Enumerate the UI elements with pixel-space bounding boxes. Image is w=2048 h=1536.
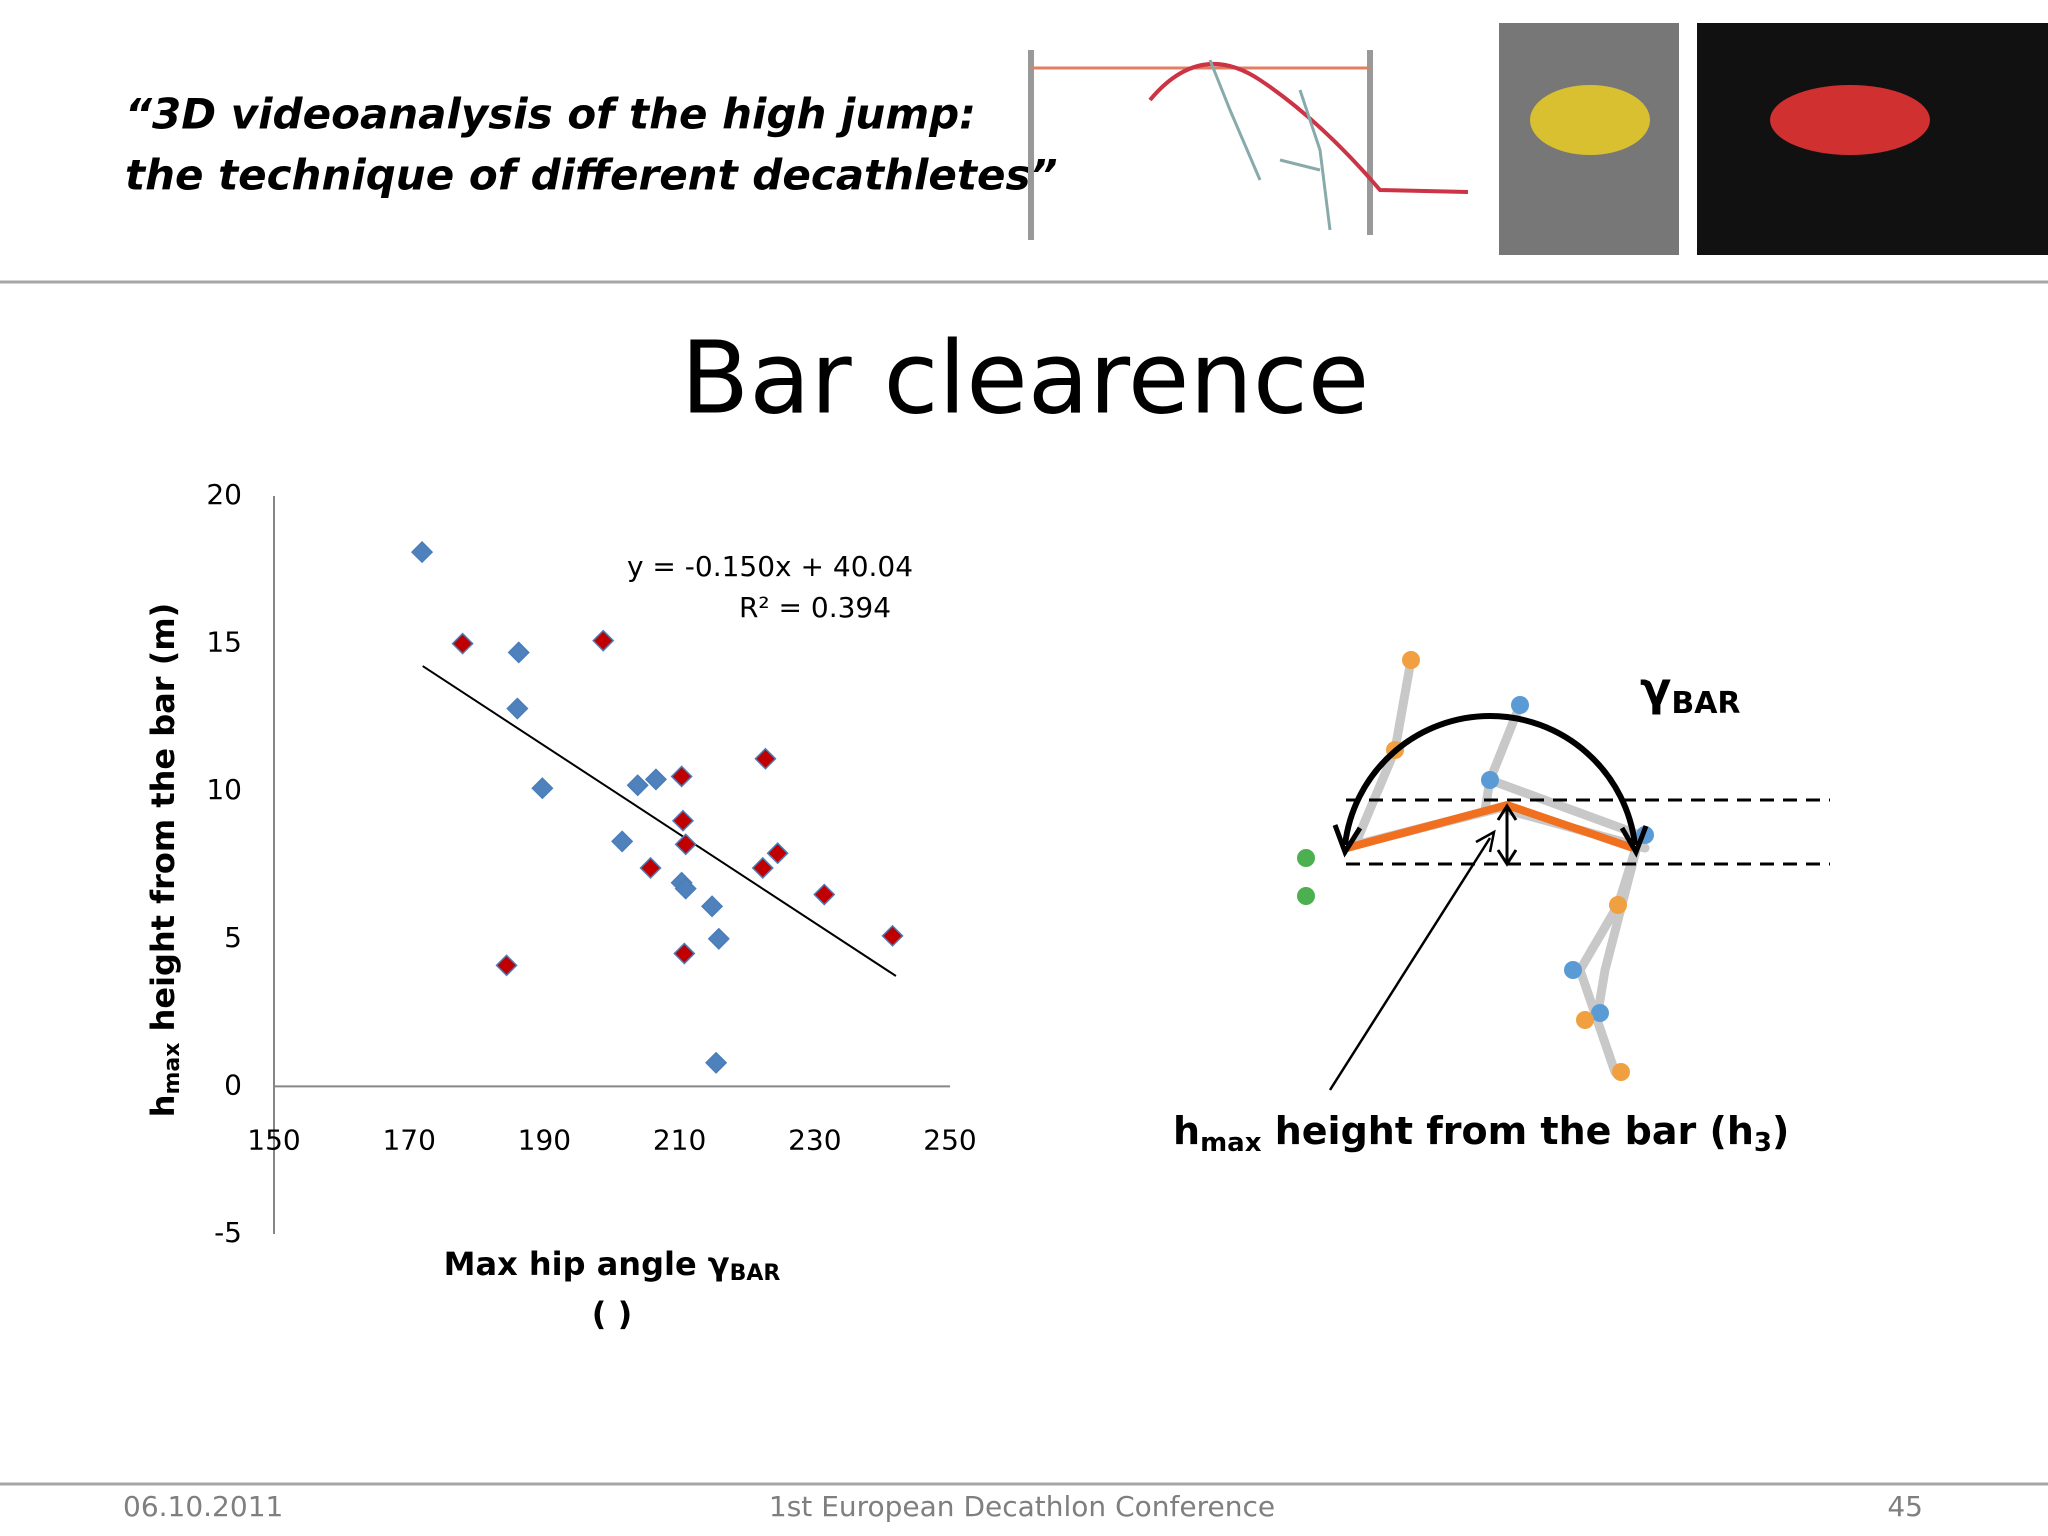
point <box>639 856 662 880</box>
x-tick-label: 250 <box>923 1123 976 1156</box>
point <box>495 954 518 977</box>
point <box>506 697 529 720</box>
height-arrow <box>1496 803 1518 867</box>
x-tick-label: 170 <box>382 1123 435 1156</box>
point <box>673 942 696 965</box>
height-label-sub2: 3 <box>1754 1128 1772 1158</box>
angle-label-sub: BAR <box>1671 686 1740 721</box>
footer-page: 45 <box>1887 1490 1923 1523</box>
header-sketch <box>1028 50 1469 240</box>
point <box>751 856 774 880</box>
point <box>451 632 474 655</box>
equation: y = -0.150x + 40.04 <box>627 550 913 583</box>
point <box>644 768 668 791</box>
y-axis-label-main: h <box>144 1095 182 1118</box>
x-axis-label: Max hip angle γBAR <box>444 1245 781 1286</box>
point <box>592 629 615 652</box>
height-label-end: ) <box>1772 1109 1789 1153</box>
height-label: hmax height from the bar (h3) <box>1173 1109 1789 1158</box>
joints <box>1297 651 1654 1081</box>
y-axis-label-rest: height from the bar (m) <box>144 603 182 1043</box>
hip-angle-lines <box>1345 800 1635 852</box>
r-squared: R² = 0.394 <box>739 591 891 624</box>
x-tick-label: 150 <box>247 1123 300 1156</box>
x-axis-label-main: Max hip angle γ <box>444 1245 730 1283</box>
y-tick-label: 10 <box>206 773 242 806</box>
x-tick-label: 230 <box>788 1123 841 1156</box>
point <box>707 927 730 950</box>
point <box>410 541 434 564</box>
point <box>626 774 649 797</box>
point <box>671 809 695 832</box>
angle-label-main: γ <box>1640 662 1671 716</box>
y-axis-label-sub: max <box>160 1043 185 1095</box>
height-label-rest: height from the bar (h <box>1261 1109 1753 1153</box>
arc-arrowheads <box>1332 824 1649 858</box>
trendline <box>422 665 897 977</box>
y-tick-label: 15 <box>206 626 242 659</box>
pointer-arrow <box>1328 829 1496 1091</box>
y-axis-label: hmax height from the bar (m) <box>144 603 185 1118</box>
point <box>531 777 554 800</box>
x-tick-label: 210 <box>653 1123 706 1156</box>
y-tick-label: 0 <box>224 1068 242 1101</box>
photo-figure <box>1770 85 1930 155</box>
point <box>611 830 634 853</box>
footer-event: 1st European Decathlon Conference <box>769 1490 1275 1523</box>
x-axis-label-unit: ( ) <box>592 1295 632 1333</box>
y-tick-label: -5 <box>214 1216 242 1249</box>
point <box>754 747 777 770</box>
slide-title: Bar clearence <box>681 319 1370 436</box>
point <box>670 765 693 788</box>
height-label-sub: max <box>1200 1128 1262 1158</box>
point <box>881 924 904 947</box>
chart: y = -0.150x + 40.04 R² = 0.394 hmax heig… <box>144 478 977 1333</box>
height-label-main: h <box>1173 1109 1200 1153</box>
header-title: the technique of different decathletes” <box>125 151 1058 200</box>
point <box>700 895 724 918</box>
angle-label: γBAR <box>1640 662 1741 721</box>
point <box>507 641 530 664</box>
y-tick-label: 20 <box>206 478 242 511</box>
point <box>766 842 789 865</box>
x-tick-label: 190 <box>518 1123 571 1156</box>
x-axis-label-sub: BAR <box>730 1261 781 1286</box>
footer-date: 06.10.2011 <box>123 1490 283 1523</box>
point <box>705 1051 728 1074</box>
angle-arc <box>1342 713 1638 846</box>
y-tick-label: 5 <box>224 921 242 954</box>
point <box>674 833 697 856</box>
header-title: “3D videoanalysis of the high jump: <box>125 90 976 139</box>
photo-figure <box>1530 85 1650 155</box>
point <box>674 877 697 900</box>
point <box>813 883 836 906</box>
